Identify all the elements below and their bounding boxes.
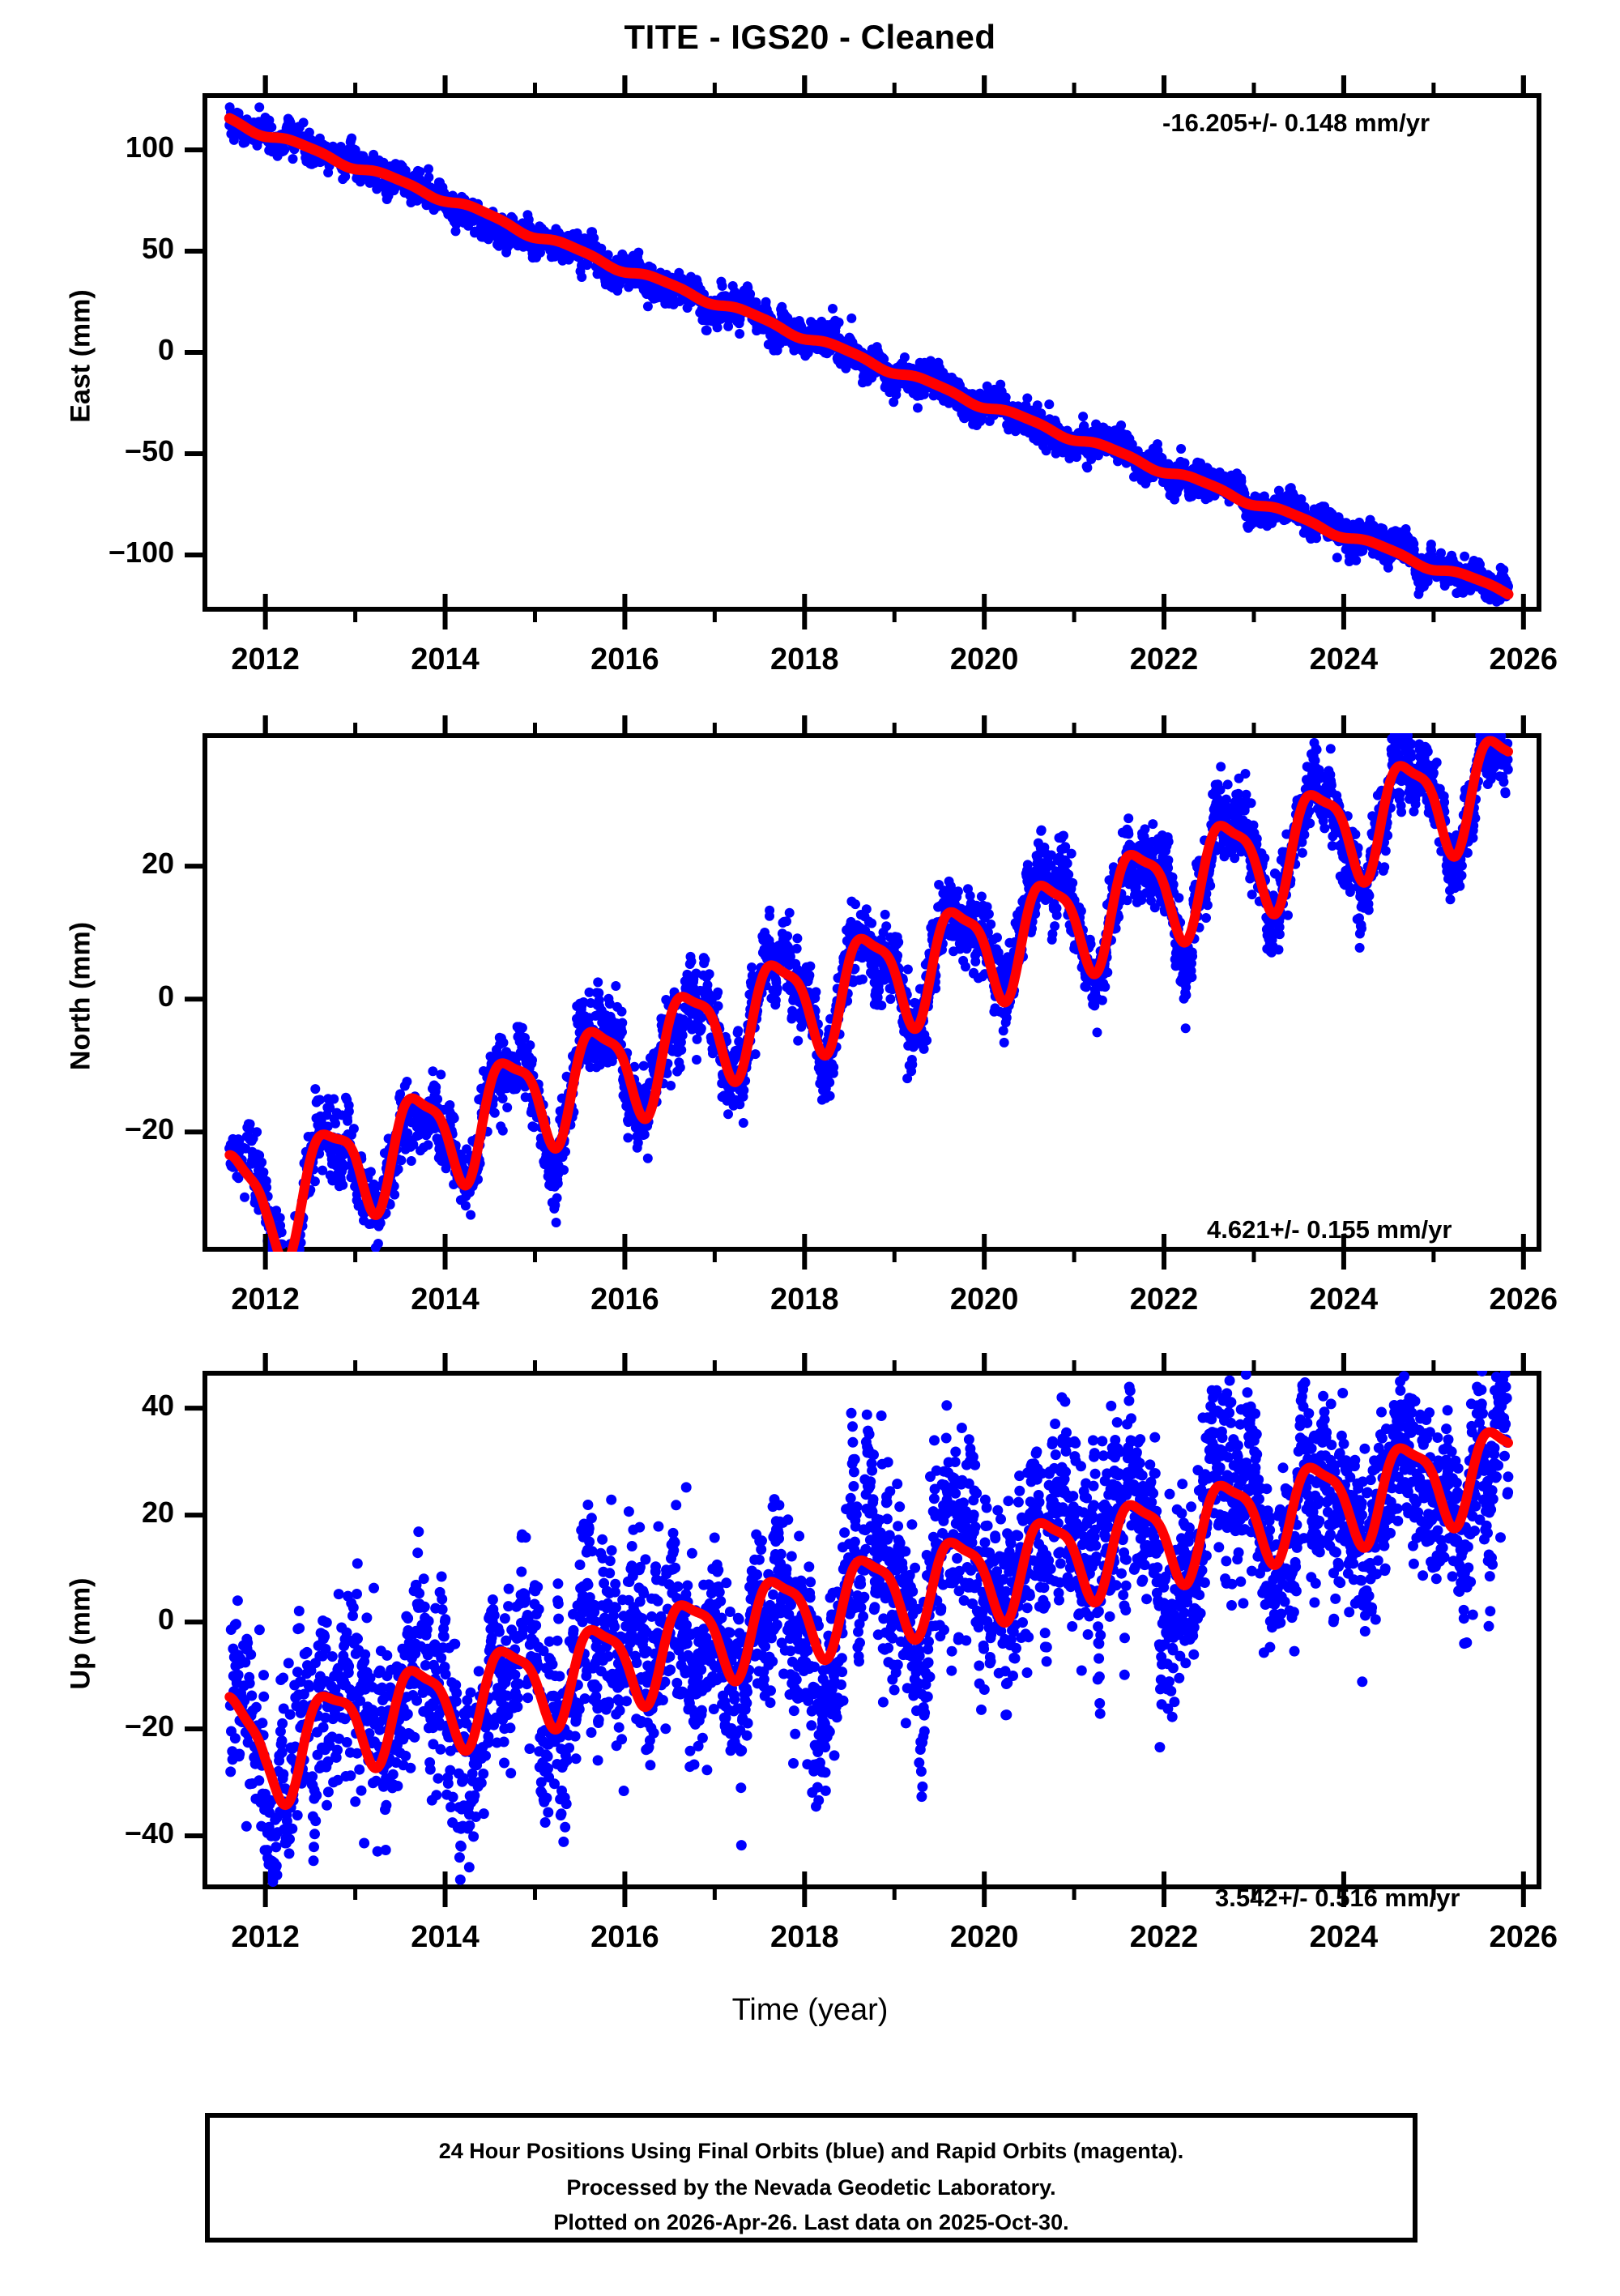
xtick-label: 2012 <box>231 1920 300 1954</box>
xtick-label: 2024 <box>1309 1920 1379 1954</box>
ytick-label: −40 <box>124 1816 174 1850</box>
xtick-label: 2020 <box>949 1920 1019 1954</box>
xtick-label: 2026 <box>1489 642 1558 676</box>
ytick-label: 0 <box>157 1603 174 1637</box>
xtick-label: 2012 <box>231 1282 300 1317</box>
ytick-label: 40 <box>141 1389 174 1423</box>
ytick-label: 20 <box>141 1496 174 1530</box>
panel-north-plot <box>224 733 1513 1252</box>
ytick-label: 20 <box>141 847 174 881</box>
panel-east <box>185 75 1541 629</box>
xtick-label: 2012 <box>231 642 300 676</box>
xtick-label: 2022 <box>1129 642 1199 676</box>
ytick-label: 0 <box>157 979 174 1014</box>
ytick-label: −100 <box>108 536 174 569</box>
xtick-label: 2016 <box>590 1920 659 1954</box>
panel-north <box>185 715 1541 1270</box>
xtick-label: 2016 <box>590 642 659 676</box>
xtick-label: 2014 <box>411 1920 480 1954</box>
footer-line-3: Plotted on 2026-Apr-26. Last data on 202… <box>553 2210 1069 2234</box>
xtick-label: 2018 <box>770 1282 839 1317</box>
xtick-label: 2022 <box>1129 1282 1199 1317</box>
footer-line-1: 24 Hour Positions Using Final Orbits (bl… <box>438 2139 1184 2163</box>
panel-east-rate: -16.205+/- 0.148 mm/yr <box>1162 109 1430 137</box>
xtick-label: 2022 <box>1129 1920 1199 1954</box>
footer-note-box: 24 Hour Positions Using Final Orbits (bl… <box>205 2113 1418 2243</box>
panel-north-rate: 4.621+/- 0.155 mm/yr <box>1207 1215 1452 1244</box>
ytick-label: −20 <box>124 1112 174 1146</box>
xtick-label: 2024 <box>1309 1282 1379 1317</box>
xtick-label: 2020 <box>949 1282 1019 1317</box>
panel-east-plot <box>224 102 1514 607</box>
xtick-label: 2026 <box>1489 1920 1558 1954</box>
ytick-label: 0 <box>157 333 174 366</box>
xtick-label: 2018 <box>770 642 839 676</box>
x-axis-title: Time (year) <box>731 1993 889 2027</box>
xtick-label: 2020 <box>949 642 1019 676</box>
panel-up-plot <box>224 1371 1514 1887</box>
ytick-label: −20 <box>124 1709 174 1743</box>
ytick-label: 100 <box>125 130 174 164</box>
xtick-label: 2016 <box>590 1282 659 1317</box>
page-title: TITE - IGS20 - Cleaned <box>624 18 996 56</box>
footer-line-2: Processed by the Nevada Geodetic Laborat… <box>566 2175 1056 2200</box>
xtick-label: 2014 <box>411 1282 480 1317</box>
panel-up-rate: 3.542+/- 0.516 mm/yr <box>1215 1884 1460 1912</box>
ytick-label: −50 <box>124 434 174 467</box>
xtick-label: 2026 <box>1489 1282 1558 1317</box>
xtick-label: 2018 <box>770 1920 839 1954</box>
panel-up <box>185 1353 1541 1907</box>
ytick-label: 50 <box>141 232 174 265</box>
xtick-label: 2024 <box>1309 642 1379 676</box>
xtick-label: 2014 <box>411 642 480 676</box>
